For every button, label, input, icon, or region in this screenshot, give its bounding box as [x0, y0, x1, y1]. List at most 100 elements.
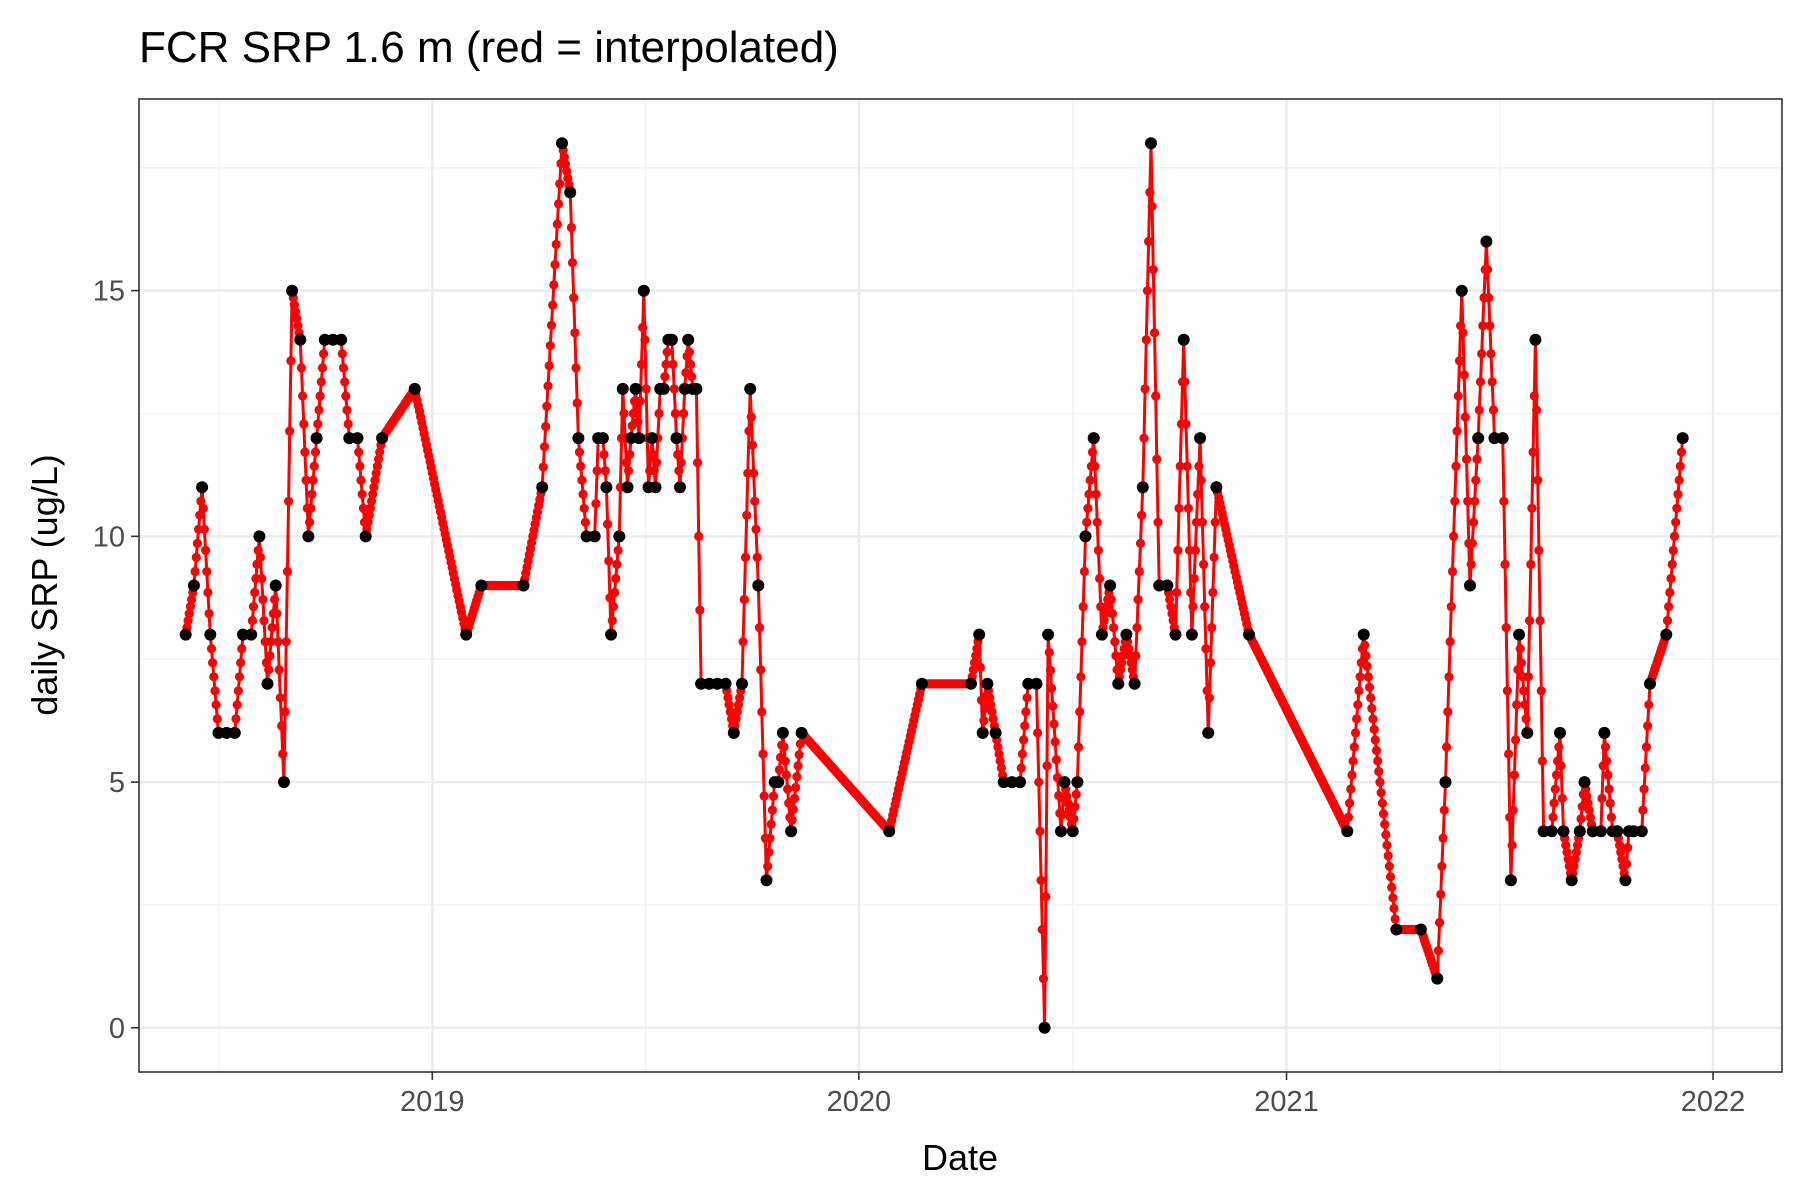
observed-point — [343, 432, 356, 445]
observed-point — [1565, 874, 1578, 887]
interpolated-point — [1166, 602, 1176, 612]
observed-point — [261, 677, 274, 690]
interpolated-point — [1641, 742, 1651, 752]
interpolated-point — [578, 489, 588, 499]
observed-point — [237, 628, 249, 641]
interpolated-point — [1672, 503, 1682, 513]
interpolated-point — [1188, 602, 1198, 612]
interpolated-point — [548, 300, 558, 310]
interpolated-point — [1124, 644, 1134, 654]
interpolated-point — [1180, 377, 1190, 387]
interpolated-point — [1347, 770, 1357, 780]
interpolated-point — [1520, 700, 1530, 710]
interpolated-point — [313, 419, 323, 429]
interpolated-point — [1433, 946, 1443, 956]
y-tick-label: 0 — [109, 1013, 125, 1045]
interpolated-point — [1662, 616, 1673, 626]
interpolated-point — [340, 377, 350, 387]
interpolated-point — [310, 447, 321, 457]
interpolated-point — [1131, 651, 1141, 661]
interpolated-point — [1049, 719, 1059, 729]
interpolated-point — [1512, 700, 1522, 710]
interpolated-point — [566, 222, 577, 233]
interpolated-point — [746, 412, 756, 422]
interpolated-point — [1173, 545, 1183, 556]
interpolated-point — [1385, 872, 1396, 882]
observed-point — [1005, 776, 1018, 789]
interpolated-point — [739, 594, 749, 605]
interpolated-point — [994, 749, 1004, 759]
interpolated-point — [1605, 798, 1615, 808]
interpolated-point — [1172, 587, 1182, 598]
interpolated-point — [570, 328, 580, 338]
observed-point — [302, 530, 315, 543]
observed-point — [1038, 1021, 1051, 1034]
observed-point — [1644, 677, 1656, 690]
interpolated-point — [1576, 814, 1586, 824]
interpolated-point — [1371, 745, 1382, 756]
interpolated-point — [559, 152, 570, 162]
interpolated-point — [277, 721, 287, 731]
interpolated-point — [1472, 454, 1482, 464]
interpolated-point — [1137, 510, 1147, 520]
interpolated-point — [1444, 672, 1454, 682]
interpolated-point — [738, 637, 748, 647]
interpolated-point — [209, 672, 219, 682]
interpolated-point — [1572, 840, 1583, 850]
interpolated-point — [1352, 714, 1362, 724]
interpolated-point — [1109, 623, 1119, 633]
interpolated-point — [1366, 693, 1376, 703]
interpolated-point — [733, 700, 744, 710]
interpolated-point — [1174, 503, 1184, 513]
interpolated-point — [1388, 893, 1398, 903]
interpolated-point — [1459, 370, 1469, 380]
observed-point — [1480, 235, 1493, 248]
interpolated-point — [779, 742, 789, 752]
interpolated-point — [1525, 616, 1535, 626]
interpolated-point — [635, 396, 645, 406]
interpolated-point — [1377, 798, 1387, 808]
interpolated-point — [1374, 766, 1384, 777]
observed-point — [736, 677, 748, 690]
interpolated-point — [307, 489, 317, 499]
interpolated-point — [1045, 665, 1056, 676]
axes: 2019 2020 2021 2022 0 5 10 15 — [93, 276, 1746, 1118]
interpolated-point — [203, 587, 213, 598]
observed-point — [649, 481, 662, 494]
interpolated-point — [995, 756, 1005, 766]
interpolated-point — [1201, 644, 1211, 654]
observed-point — [1611, 825, 1624, 838]
observed-point — [1136, 481, 1149, 494]
interpolated-point — [788, 804, 799, 815]
interpolated-point — [1453, 391, 1463, 401]
interpolated-point — [1445, 637, 1455, 647]
observed-point — [269, 579, 282, 592]
interpolated-point — [1389, 903, 1399, 914]
interpolated-point — [1345, 798, 1355, 808]
interpolated-point — [693, 458, 703, 468]
observed-point — [646, 432, 658, 445]
interpolated-point — [1363, 672, 1373, 682]
interpolated-point — [567, 258, 578, 268]
interpolated-point — [210, 686, 220, 696]
interpolated-point — [1603, 770, 1613, 780]
observed-point — [310, 432, 323, 445]
observed-series — [179, 137, 1689, 1034]
interpolated-point — [289, 300, 299, 310]
interpolated-point — [979, 716, 989, 726]
interpolated-point — [1436, 889, 1446, 900]
interpolated-point — [674, 466, 684, 476]
observed-point — [1554, 726, 1566, 739]
observed-point — [752, 579, 765, 592]
interpolated-point — [652, 458, 662, 468]
interpolated-point — [281, 637, 291, 647]
observed-point — [1202, 726, 1215, 739]
interpolated-point — [261, 658, 271, 668]
interpolated-point — [1134, 566, 1144, 577]
interpolated-point — [206, 644, 217, 654]
interpolated-point — [1643, 721, 1653, 731]
interpolated-point — [1676, 447, 1687, 457]
interpolated-point — [792, 772, 802, 782]
observed-point — [973, 628, 986, 641]
interpolated-point — [1450, 496, 1460, 506]
